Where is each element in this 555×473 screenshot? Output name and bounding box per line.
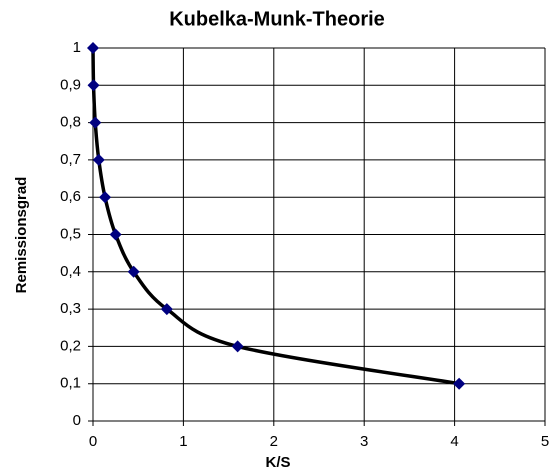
x-tick-label: 4	[450, 433, 458, 450]
point	[453, 377, 466, 390]
x-tick-label: 2	[270, 433, 278, 450]
point	[160, 303, 173, 316]
y-tick-label: 0,9	[60, 76, 81, 93]
point	[231, 340, 244, 353]
y-tick-label: 0,1	[60, 375, 81, 392]
y-tick-label: 0,6	[60, 188, 81, 205]
y-tick-label: 0,4	[60, 263, 81, 280]
y-tick-label: 0,8	[60, 114, 81, 131]
y-tick-label: 0,3	[60, 300, 81, 317]
point	[99, 191, 112, 204]
x-tick-label: 3	[360, 433, 368, 450]
x-tick-label: 5	[541, 433, 549, 450]
point	[109, 228, 122, 241]
y-axis-label: Remissionsgrad	[13, 177, 30, 294]
point	[87, 79, 100, 92]
point	[89, 116, 102, 129]
point	[127, 265, 140, 278]
x-axis-label: K/S	[265, 454, 290, 471]
y-tick-label: 0	[73, 412, 81, 429]
curve	[91, 47, 460, 386]
x-tick-label: 0	[89, 433, 97, 450]
chart-title: Kubelka-Munk-Theorie	[169, 8, 385, 30]
y-tick-label: 1	[73, 39, 81, 56]
point	[87, 42, 99, 54]
point	[92, 153, 105, 166]
y-tick-label: 0,5	[60, 225, 81, 242]
y-tick-label: 0,2	[60, 337, 81, 354]
x-tick-label: 1	[179, 433, 187, 450]
y-tick-label: 0,7	[60, 151, 81, 168]
